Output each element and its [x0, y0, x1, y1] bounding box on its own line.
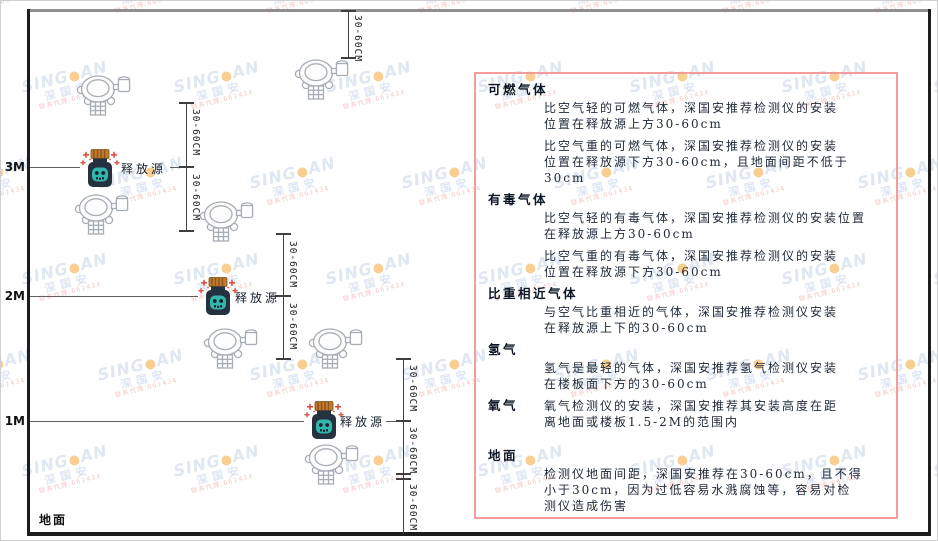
level-label-1m: 1M: [4, 414, 25, 428]
dimension-label: 30-60CM: [407, 365, 418, 413]
gas-detector-icon: [199, 201, 254, 242]
ceiling-line: [27, 9, 931, 12]
section-paragraph: 比空气重的有毒气体，深国安推荐检测仪的安装 位置在释放源下方30-60cm: [544, 249, 839, 279]
release-source-bottle-icon: [304, 400, 344, 440]
section-oxygen-row: 氧气 氧气检测仪的安装，深国安推荐其安装高度在距 离地面或楼板1.5-2M的范围…: [486, 398, 886, 436]
level-line-1m-connector: [386, 421, 403, 422]
gas-detector-icon: [304, 444, 359, 485]
dimension-tick: [396, 420, 411, 422]
section-heading-ground: 地面: [488, 448, 519, 463]
section-heading-toxic-gas: 有毒气体: [488, 192, 549, 207]
gas-detector-icon: [74, 194, 129, 235]
section-paragraph: 氧气检测仪的安装，深国安推荐其安装高度在距 离地面或楼板1.5-2M的范围内: [544, 399, 839, 429]
dimension-tick: [276, 233, 291, 235]
ground-label: 地面: [39, 513, 68, 527]
release-source-label: 释放源: [235, 291, 281, 305]
release-source-label: 释放源: [121, 162, 167, 176]
dimension-line-2m: [283, 234, 284, 360]
dimension-tick: [341, 10, 356, 12]
dimension-label: 30-60CM: [287, 303, 298, 351]
right-wall-line: [928, 9, 931, 536]
dimension-tick: [179, 166, 194, 168]
dimension-label: 30-60CM: [190, 109, 201, 157]
dimension-tick: [396, 478, 411, 480]
dimension-tick: [396, 473, 411, 475]
section-heading-oxygen: 氧气: [488, 398, 519, 413]
dimension-label: 30-60CM: [190, 174, 201, 222]
level-line-3m-connector: [170, 167, 186, 168]
dimension-label: 30-60CM: [287, 241, 298, 289]
level-line-3m: [30, 167, 80, 168]
section-heading-similar-density-gas: 比重相近气体: [488, 286, 579, 301]
section-paragraph: 氢气是最轻的气体，深国安推荐氢气检测仪安装 在楼板面下方的30-60cm: [544, 361, 839, 391]
section-paragraph: 比空气重的可燃气体，深国安推荐检测仪的安装 位置在释放源下方30-60cm，且地…: [544, 139, 849, 185]
section-paragraph: 检测仪地面间距，深国安推荐在30-60cm，且不得 小于30cm，因为过低容易水…: [544, 467, 863, 513]
level-line-1m: [30, 421, 304, 422]
section-heading-hydrogen: 氢气: [488, 342, 519, 357]
dimension-label: 30-60CM: [352, 15, 363, 63]
dimension-line-1m: [403, 359, 404, 534]
release-source-bottle-icon: [198, 276, 238, 316]
dimension-label: 30-60CM: [407, 484, 418, 532]
section-paragraph: 比空气轻的有毒气体，深国安推荐检测仪的安装位置 在释放源上方30-60cm: [544, 211, 867, 241]
dimension-tick: [276, 295, 291, 297]
dimension-tick: [276, 358, 291, 360]
release-source-label: 释放源: [340, 415, 386, 429]
dimension-line-ceiling: [348, 11, 349, 59]
info-panel: 可燃气体 比空气轻的可燃气体，深国安推荐检测仪的安装 位置在释放源上方30-60…: [474, 72, 898, 519]
release-source-bottle-icon: [80, 148, 120, 188]
dimension-tick: [341, 57, 356, 59]
dimension-tick: [179, 230, 194, 232]
section-paragraph: 比空气轻的可燃气体，深国安推荐检测仪的安装 位置在释放源上方30-60cm: [544, 101, 839, 131]
left-wall-line: [27, 9, 30, 536]
level-line-2m: [30, 296, 198, 297]
section-paragraph: 与空气比重相近的气体，深国安推荐检测仪安装 在释放源上下的30-60cm: [544, 305, 839, 335]
level-label-3m: 3M: [4, 160, 25, 174]
dimension-tick: [396, 358, 411, 360]
gas-detector-icon: [76, 75, 131, 116]
level-label-2m: 2M: [4, 289, 25, 303]
gas-detector-icon: [308, 328, 363, 369]
gas-detector-icon: [203, 328, 258, 369]
section-heading-flammable-gas: 可燃气体: [488, 82, 549, 97]
dimension-label: 30-60CM: [407, 427, 418, 475]
ground-line: [27, 532, 931, 536]
gas-detector-icon: [294, 59, 349, 100]
dimension-tick: [179, 102, 194, 104]
